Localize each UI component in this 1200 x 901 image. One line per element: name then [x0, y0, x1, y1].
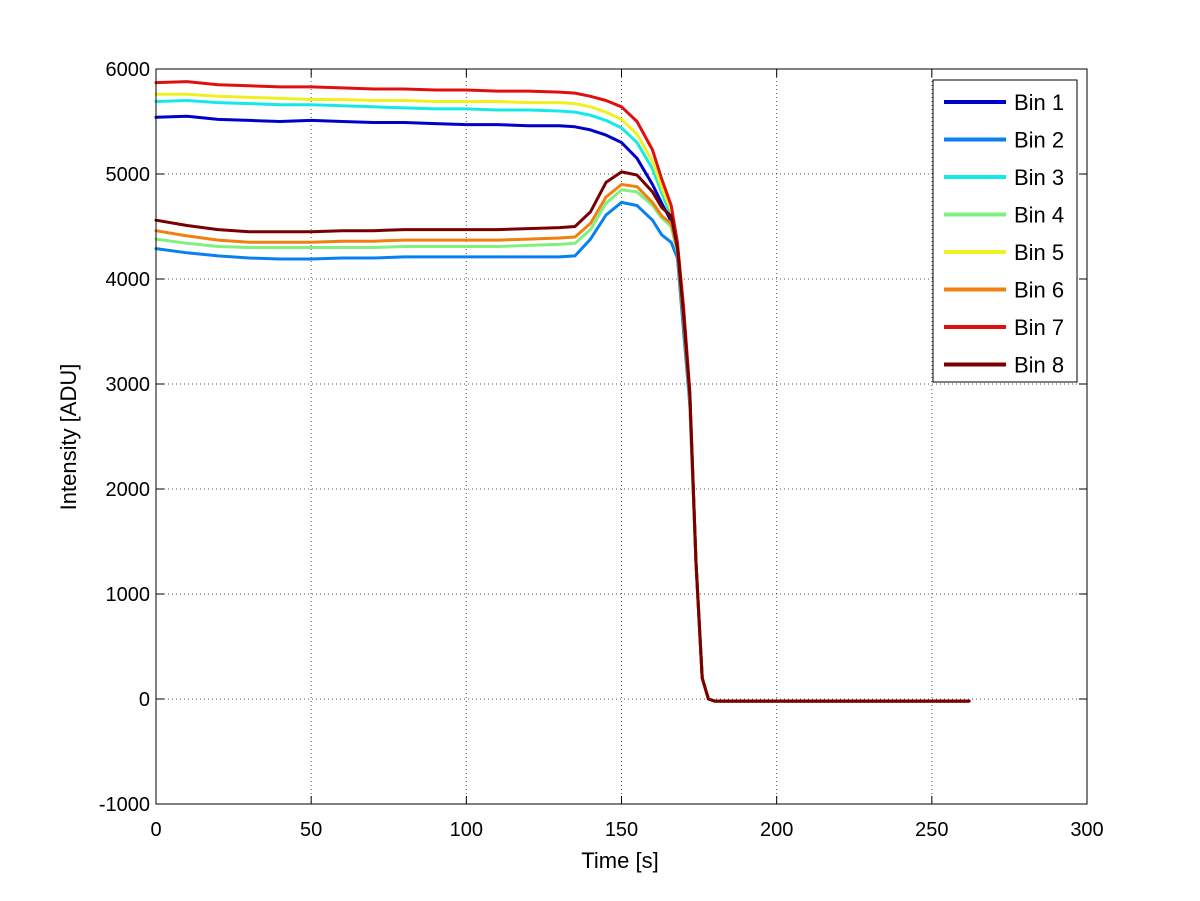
grid: [156, 69, 1087, 804]
y-tick-label: 3000: [106, 374, 151, 396]
legend-box: [932, 79, 1078, 383]
x-tick-label: 50: [300, 819, 322, 841]
x-tick-label: 200: [760, 819, 793, 841]
legend-label: Bin 1: [1014, 90, 1064, 115]
legend-label: Bin 4: [1014, 203, 1064, 228]
legend-label: Bin 6: [1014, 278, 1064, 303]
x-tick-label: 300: [1070, 819, 1103, 841]
y-tick-label: 2000: [106, 479, 151, 501]
legend-label: Bin 7: [1014, 315, 1064, 340]
legend-label: Bin 2: [1014, 128, 1064, 153]
y-tick-label: 4000: [106, 269, 151, 291]
legend-label: Bin 5: [1014, 240, 1064, 265]
series-layer: [154, 80, 971, 703]
legend-label: Bin 3: [1014, 165, 1064, 190]
x-tick-label: 250: [915, 819, 948, 841]
tick-labels: 0 50 100 150 200 250 300-100001000200030004000…: [99, 59, 1104, 841]
x-tick-label: 100: [450, 819, 483, 841]
y-tick-label: 5000: [106, 164, 151, 186]
y-tick-label: 1000: [106, 584, 151, 606]
x-tick-label: 150: [605, 819, 638, 841]
y-tick-label: -1000: [99, 794, 150, 816]
legend: Bin 1 Bin 2 Bin 3 Bin 4 Bin 5 Bin 6 Bin 7 Bin 8: [932, 79, 1078, 383]
y-axis-label: Intensity [ADU]: [56, 364, 81, 511]
ticks: [155, 68, 1088, 805]
x-tick-label: 0: [150, 819, 161, 841]
series-line-bin-8: [154, 170, 971, 703]
legend-label: Bin 8: [1014, 353, 1064, 378]
x-axis-label: Time [s]: [581, 848, 658, 873]
y-tick-label: 0: [139, 689, 150, 711]
y-tick-label: 6000: [106, 59, 151, 81]
